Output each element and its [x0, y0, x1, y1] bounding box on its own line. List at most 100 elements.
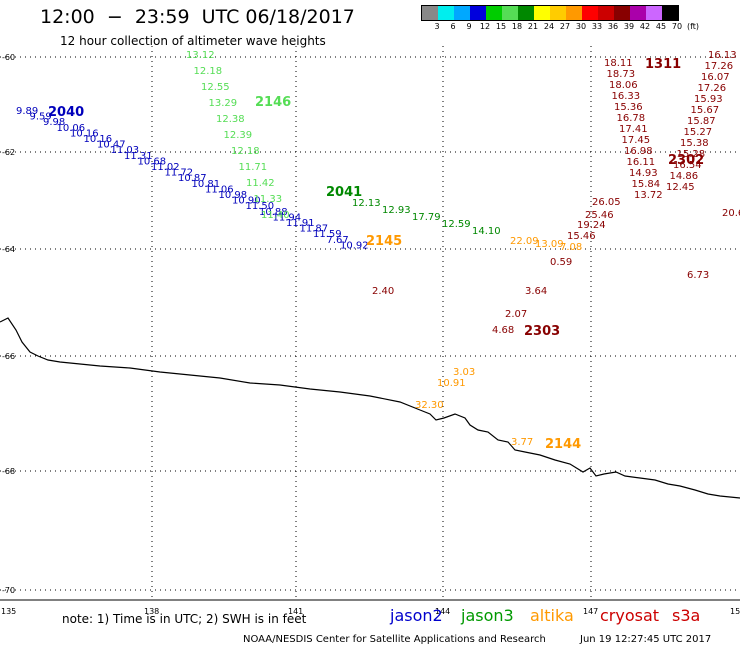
wave-height-value: 11.50	[246, 201, 275, 212]
credit-line: NOAA/NESDIS Center for Satellite Applica…	[243, 634, 546, 645]
legend-label: 27	[559, 22, 571, 31]
legend-label: (ft)	[686, 22, 700, 31]
color-scale-labels: 3 6 9 12 15 18 21 24 27 30 33 36 39 42 45 70 (ft)	[421, 22, 740, 34]
lon-label: 144	[435, 607, 450, 616]
wave-height-value: 17.26	[705, 61, 734, 72]
legend-swatch	[486, 6, 502, 20]
legend-label: 24	[543, 22, 555, 31]
wave-height-value: 16.33	[612, 91, 641, 102]
legend-label: 15	[495, 22, 507, 31]
legend-label: 36	[607, 22, 619, 31]
track-id: 2145	[366, 234, 402, 249]
legend-swatch	[614, 6, 630, 20]
legend-label: 21	[527, 22, 539, 31]
wave-height-value: 10.98	[219, 190, 248, 201]
legend-swatch	[566, 6, 582, 20]
wave-height-value: 22.09	[510, 236, 539, 247]
lat-lon-grid	[0, 46, 740, 600]
legend-swatch	[646, 6, 662, 20]
wave-height-value: 19.24	[577, 220, 606, 231]
wave-height-value: 11.94	[273, 212, 302, 223]
wave-height-value: 10.87	[178, 173, 207, 184]
wave-height-value: 15.27	[684, 127, 713, 138]
wave-height-value: 10.88	[259, 207, 288, 218]
lat-label: -60	[2, 53, 15, 62]
wave-height-value: 12.38	[216, 114, 245, 125]
lat-label: -62	[2, 148, 15, 157]
wave-height-value: 13.72	[634, 190, 663, 201]
map-subtitle: 12 hour collection of altimeter wave hei…	[60, 34, 326, 48]
legend-swatch	[438, 6, 454, 20]
wave-height-value: 17.41	[619, 124, 648, 135]
wave-height-value: 11.40	[261, 210, 290, 221]
wave-height-value: 16.98	[624, 146, 653, 157]
antarctic-coastline	[0, 317, 740, 499]
wave-height-value: 11.59	[313, 229, 342, 240]
wave-height-value: 13.12	[186, 50, 215, 61]
legend-cryosat: cryosat	[600, 606, 660, 625]
wave-height-value: 12.45	[666, 182, 695, 193]
wave-height-value: 4.68	[492, 325, 514, 336]
lon-label: 150	[730, 607, 740, 616]
legend-s3a: s3a	[672, 606, 701, 625]
wave-height-value: 11.06	[205, 184, 234, 195]
wave-height-value: 11.31	[124, 151, 153, 162]
wave-height-value: 11.72	[165, 168, 194, 179]
wave-height-value: 10.06	[57, 123, 86, 134]
wave-height-value: 9.98	[43, 117, 65, 128]
track-id: 2144	[545, 437, 581, 452]
legend-swatch	[550, 6, 566, 20]
wave-height-value: 32.30	[415, 400, 444, 411]
wave-height-value: 13.29	[209, 98, 238, 109]
legend-label: 6	[450, 22, 456, 31]
lat-label: -70	[2, 586, 15, 595]
legend-swatch	[502, 6, 518, 20]
map-title: 12:00 − 23:59 UTC 06/18/2017	[40, 6, 355, 28]
legend-swatch	[534, 6, 550, 20]
wave-height-value: 3.77	[511, 437, 533, 448]
track-id: 2040	[48, 105, 84, 120]
legend-label: 12	[479, 22, 491, 31]
wave-height-value: 25.46	[585, 210, 614, 221]
wave-height-value: 12.13	[352, 198, 381, 209]
legend-swatch	[630, 6, 646, 20]
wave-height-value: 10.91	[437, 378, 466, 389]
wave-height-value: 17.45	[622, 135, 651, 146]
track-id: 1311	[645, 57, 681, 72]
wave-height-value: 11.02	[151, 162, 180, 173]
wave-height-value: 26.05	[592, 197, 621, 208]
wave-height-value: 9.59	[30, 112, 52, 123]
color-scale-legend	[421, 5, 679, 21]
legend-label: 42	[639, 22, 651, 31]
wave-height-value: 18.11	[604, 58, 633, 69]
legend-swatch	[454, 6, 470, 20]
lon-label: 135	[1, 607, 16, 616]
wave-height-value: 10.16	[70, 128, 99, 139]
legend-swatch	[662, 6, 678, 20]
wave-height-value: 12.93	[382, 205, 411, 216]
wave-height-value: 13.09	[535, 239, 564, 250]
legend-swatch	[598, 6, 614, 20]
wave-height-value: 16.11	[627, 157, 656, 168]
legend-label: 39	[623, 22, 635, 31]
wave-height-value: 15.67	[691, 105, 720, 116]
wave-height-value: 3.03	[453, 367, 475, 378]
track-id: 2303	[524, 324, 560, 339]
wave-height-value: 10.16	[84, 134, 113, 145]
wave-height-value: 10.90	[232, 196, 261, 207]
wave-height-value: 12.55	[201, 82, 230, 93]
wave-height-value: 10.47	[97, 140, 126, 151]
legend-swatch	[518, 6, 534, 20]
wave-height-value: 2.07	[505, 309, 527, 320]
wave-height-value: 12.59	[442, 219, 471, 230]
wave-height-value: 11.33	[254, 194, 283, 205]
wave-height-value: 14.93	[629, 168, 658, 179]
legend-jason2: jason2	[390, 606, 443, 625]
wave-height-value: 12.18	[194, 66, 223, 77]
legend-label: 30	[575, 22, 587, 31]
track-id: 2041	[326, 185, 362, 200]
wave-height-value: 3.64	[525, 286, 547, 297]
wave-height-value: 15.38	[680, 138, 709, 149]
legend-altika: altika	[530, 606, 574, 625]
